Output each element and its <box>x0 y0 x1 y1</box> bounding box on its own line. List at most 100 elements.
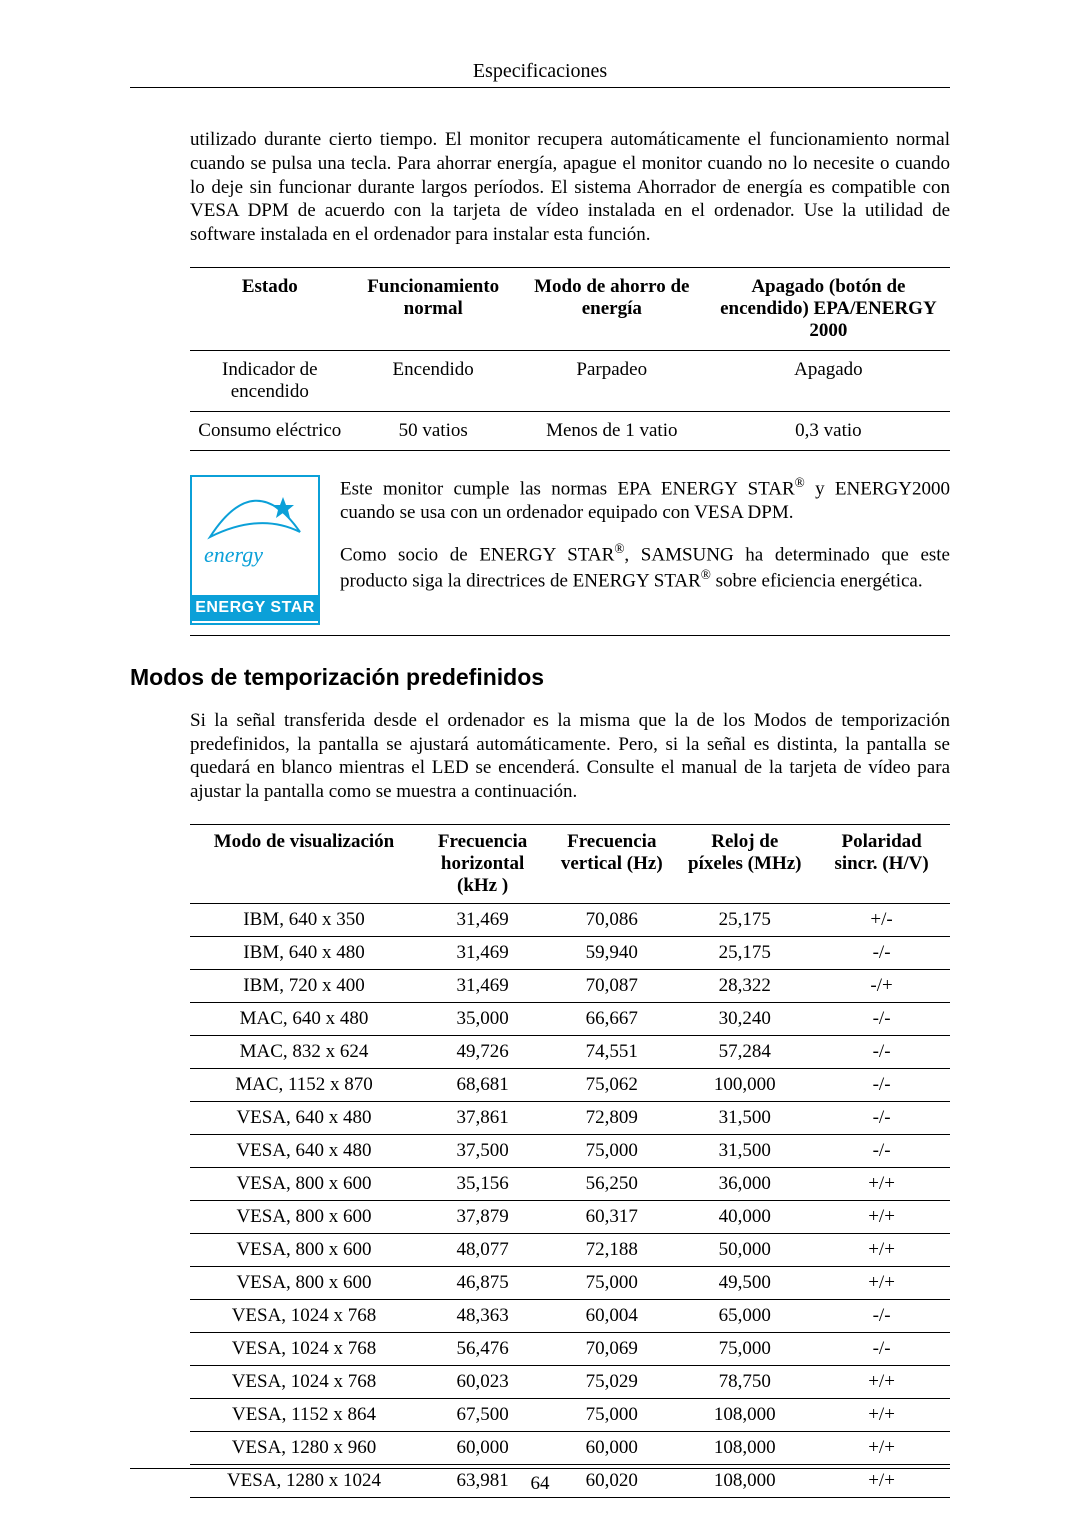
timing-cell: 70,069 <box>547 1332 676 1365</box>
timing-cell: -/- <box>813 1035 950 1068</box>
timing-cell: 78,750 <box>676 1365 813 1398</box>
timing-cell: 37,861 <box>418 1101 547 1134</box>
timing-cell: 25,175 <box>676 903 813 936</box>
power-cell: Apagado <box>707 350 950 411</box>
timing-cell: -/+ <box>813 969 950 1002</box>
timing-cell: 75,029 <box>547 1365 676 1398</box>
timing-cell: VESA, 1024 x 768 <box>190 1299 418 1332</box>
timing-cell: 36,000 <box>676 1167 813 1200</box>
timing-cell: 50,000 <box>676 1233 813 1266</box>
timing-cell: -/- <box>813 1068 950 1101</box>
timing-cell: 49,500 <box>676 1266 813 1299</box>
timing-cell: 70,087 <box>547 969 676 1002</box>
timing-cell: 75,000 <box>547 1398 676 1431</box>
timing-cell: IBM, 640 x 350 <box>190 903 418 936</box>
page-header-title: Especificaciones <box>130 60 950 83</box>
timing-cell: MAC, 1152 x 870 <box>190 1068 418 1101</box>
timing-cell: -/- <box>813 1002 950 1035</box>
energy-star-section: energy ENERGY STAR Este monitor cumple l… <box>190 475 950 636</box>
power-table: Estado Funcionamiento normal Modo de aho… <box>190 267 950 451</box>
timing-cell: VESA, 1152 x 864 <box>190 1398 418 1431</box>
timing-cell: +/+ <box>813 1167 950 1200</box>
power-cell: Menos de 1 vatio <box>517 411 707 450</box>
timing-cell: 48,363 <box>418 1299 547 1332</box>
energy-star-text: Este monitor cumple las normas EPA ENERG… <box>340 475 950 625</box>
timing-cell: 72,809 <box>547 1101 676 1134</box>
timing-cell: 31,500 <box>676 1134 813 1167</box>
timing-cell: 74,551 <box>547 1035 676 1068</box>
timing-cell: VESA, 640 x 480 <box>190 1134 418 1167</box>
timing-cell: VESA, 800 x 600 <box>190 1233 418 1266</box>
timing-cell: +/+ <box>813 1398 950 1431</box>
timing-cell: 59,940 <box>547 936 676 969</box>
timing-cell: 75,062 <box>547 1068 676 1101</box>
timing-cell: 31,469 <box>418 969 547 1002</box>
timing-cell: 100,000 <box>676 1068 813 1101</box>
timing-cell: 75,000 <box>547 1266 676 1299</box>
timing-cell: 31,469 <box>418 936 547 969</box>
energy-star-script: energy <box>204 542 263 568</box>
timing-cell: 108,000 <box>676 1398 813 1431</box>
timing-cell: VESA, 800 x 600 <box>190 1167 418 1200</box>
timing-cell: 60,000 <box>547 1431 676 1464</box>
timing-cell: 35,000 <box>418 1002 547 1035</box>
power-col-1: Funcionamiento normal <box>350 267 517 350</box>
power-cell: Indicador de encendido <box>190 350 350 411</box>
timing-cell: 49,726 <box>418 1035 547 1068</box>
timing-cell: +/+ <box>813 1200 950 1233</box>
timing-cell: 60,004 <box>547 1299 676 1332</box>
timing-cell: 60,023 <box>418 1365 547 1398</box>
timing-cell: MAC, 640 x 480 <box>190 1002 418 1035</box>
timing-cell: 65,000 <box>676 1299 813 1332</box>
timing-cell: IBM, 640 x 480 <box>190 936 418 969</box>
timing-cell: 68,681 <box>418 1068 547 1101</box>
page-number: 64 <box>0 1473 1080 1495</box>
timing-col-3: Reloj de píxeles (MHz) <box>676 824 813 903</box>
energy-star-logo: energy ENERGY STAR <box>190 475 320 625</box>
timing-intro: Si la señal transferida desde el ordenad… <box>190 709 950 804</box>
timing-cell: +/- <box>813 903 950 936</box>
power-cell: 0,3 vatio <box>707 411 950 450</box>
timing-cell: MAC, 832 x 624 <box>190 1035 418 1068</box>
timing-col-0: Modo de visualización <box>190 824 418 903</box>
timing-cell: 25,175 <box>676 936 813 969</box>
timing-cell: 40,000 <box>676 1200 813 1233</box>
timing-cell: 66,667 <box>547 1002 676 1035</box>
timing-cell: -/- <box>813 936 950 969</box>
timing-cell: VESA, 800 x 600 <box>190 1200 418 1233</box>
timing-col-1: Frecuencia horizontal (kHz ) <box>418 824 547 903</box>
energy-star-para2: Como socio de ENERGY STAR®, SAMSUNG ha d… <box>340 541 950 593</box>
energy-star-para1: Este monitor cumple las normas EPA ENERG… <box>340 475 950 525</box>
timing-cell: -/- <box>813 1332 950 1365</box>
timing-cell: 28,322 <box>676 969 813 1002</box>
power-col-3: Apagado (botón de encendido) EPA/ENERGY … <box>707 267 950 350</box>
timing-cell: 67,500 <box>418 1398 547 1431</box>
page: Especificaciones utilizado durante ciert… <box>0 0 1080 1527</box>
timing-cell: 75,000 <box>676 1332 813 1365</box>
timing-cell: VESA, 640 x 480 <box>190 1101 418 1134</box>
timing-cell: 75,000 <box>547 1134 676 1167</box>
timing-cell: 37,879 <box>418 1200 547 1233</box>
power-cell: Parpadeo <box>517 350 707 411</box>
header-rule <box>130 87 950 88</box>
intro-paragraph: utilizado durante cierto tiempo. El moni… <box>190 128 950 247</box>
timing-cell: VESA, 800 x 600 <box>190 1266 418 1299</box>
timing-cell: VESA, 1280 x 960 <box>190 1431 418 1464</box>
timing-col-2: Frecuencia vertical (Hz) <box>547 824 676 903</box>
power-cell: 50 vatios <box>350 411 517 450</box>
timing-cell: 56,476 <box>418 1332 547 1365</box>
timing-cell: IBM, 720 x 400 <box>190 969 418 1002</box>
power-col-2: Modo de ahorro de energía <box>517 267 707 350</box>
power-col-0: Estado <box>190 267 350 350</box>
timing-table: Modo de visualización Frecuencia horizon… <box>190 824 950 1498</box>
timing-cell: 108,000 <box>676 1431 813 1464</box>
timing-cell: 56,250 <box>547 1167 676 1200</box>
timing-cell: 70,086 <box>547 903 676 936</box>
timing-cell: VESA, 1024 x 768 <box>190 1365 418 1398</box>
timing-cell: -/- <box>813 1134 950 1167</box>
power-cell: Consumo eléctrico <box>190 411 350 450</box>
timing-cell: VESA, 1024 x 768 <box>190 1332 418 1365</box>
timing-cell: 72,188 <box>547 1233 676 1266</box>
power-cell: Encendido <box>350 350 517 411</box>
timing-cell: -/- <box>813 1101 950 1134</box>
